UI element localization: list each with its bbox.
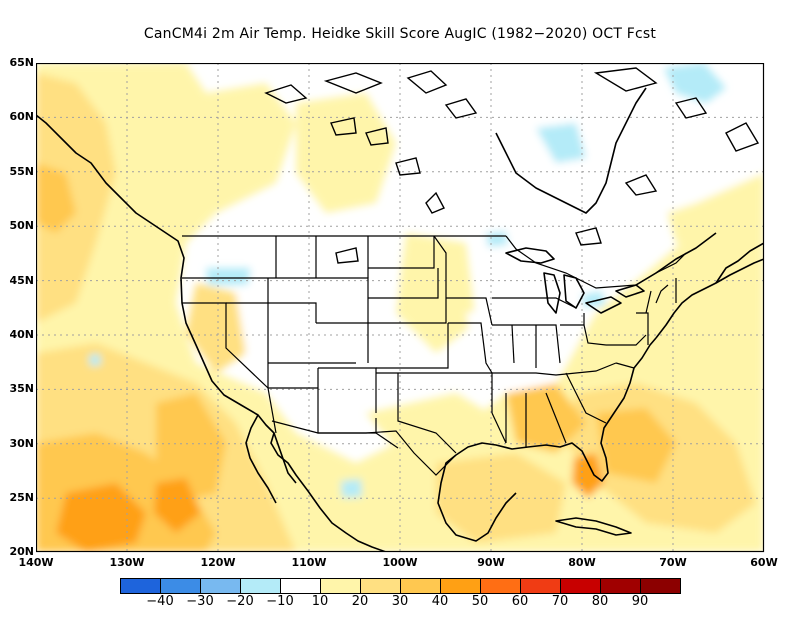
- colorbar-label: −40: [146, 594, 174, 609]
- colorbar-swatch: [200, 578, 241, 594]
- lat-label: 25N: [9, 491, 34, 504]
- lon-label: 80W: [568, 556, 596, 569]
- lon-label: 140W: [18, 556, 54, 569]
- lon-label: 90W: [477, 556, 505, 569]
- colorbar-label: 20: [351, 594, 369, 609]
- colorbar-label: 90: [631, 594, 649, 609]
- lon-label: 70W: [659, 556, 687, 569]
- lon-label: 120W: [200, 556, 236, 569]
- map-title: CanCM4i 2m Air Temp. Heidke Skill Score …: [143, 26, 657, 42]
- colorbar-label: 40: [431, 594, 449, 609]
- islands-lakes: [264, 67, 760, 264]
- colorbar-swatch: [320, 578, 361, 594]
- colorbar-swatch: [240, 578, 281, 594]
- lat-label: 50N: [9, 219, 34, 232]
- colorbar-swatch: [280, 578, 321, 594]
- lat-label: 20N: [9, 545, 34, 558]
- colorbar-label: 10: [311, 594, 329, 609]
- color-bar: [120, 578, 681, 594]
- graticule: [36, 63, 764, 552]
- colorbar-label: −10: [266, 594, 294, 609]
- map-frame: [36, 63, 765, 553]
- colorbar-swatch: [160, 578, 201, 594]
- skill-score-map: [36, 63, 765, 553]
- colorbar-swatch: [520, 578, 561, 594]
- lon-label: 110W: [291, 556, 327, 569]
- colorbar-swatch: [480, 578, 521, 594]
- lat-label: 60N: [9, 110, 34, 123]
- colorbar-swatch: [640, 578, 681, 594]
- colorbar-swatch: [400, 578, 441, 594]
- colorbar-label: 60: [511, 594, 529, 609]
- lat-label: 55N: [9, 165, 34, 178]
- boundaries: [182, 235, 687, 476]
- colorbar-swatch: [360, 578, 401, 594]
- lat-label: 30N: [9, 437, 34, 450]
- lat-label: 40N: [9, 328, 34, 341]
- lon-label: 100W: [382, 556, 418, 569]
- coastlines: [36, 87, 764, 552]
- colorbar-label: −20: [226, 594, 254, 609]
- lat-label: 45N: [9, 274, 34, 287]
- lat-label: 35N: [9, 382, 34, 395]
- colorbar-label: 80: [591, 594, 609, 609]
- colorbar-swatch: [120, 578, 161, 594]
- colorbar-label: 50: [471, 594, 489, 609]
- colorbar-swatch: [440, 578, 481, 594]
- lon-label: 130W: [109, 556, 145, 569]
- colorbar-label: 30: [391, 594, 409, 609]
- colorbar-swatch: [560, 578, 601, 594]
- lon-label: 60W: [750, 556, 778, 569]
- colorbar-swatch: [600, 578, 641, 594]
- colorbar-label: 70: [551, 594, 569, 609]
- colorbar-label: −30: [186, 594, 214, 609]
- lat-label: 65N: [9, 56, 34, 69]
